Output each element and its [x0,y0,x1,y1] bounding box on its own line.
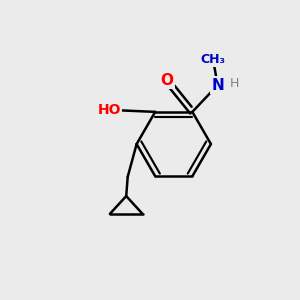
Text: HO: HO [98,103,121,117]
Text: N: N [211,78,224,93]
Text: O: O [160,73,174,88]
Text: H: H [229,77,239,90]
Text: CH₃: CH₃ [201,53,226,66]
